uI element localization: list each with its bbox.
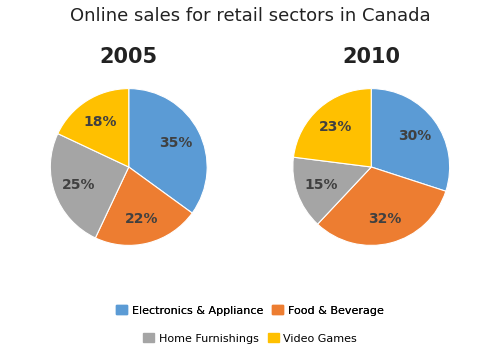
- Wedge shape: [50, 134, 128, 238]
- Wedge shape: [58, 89, 129, 167]
- Text: Online sales for retail sectors in Canada: Online sales for retail sectors in Canad…: [70, 7, 430, 25]
- Text: 30%: 30%: [398, 129, 431, 143]
- Wedge shape: [294, 89, 372, 167]
- Wedge shape: [96, 167, 192, 245]
- Text: 25%: 25%: [62, 178, 96, 192]
- Wedge shape: [371, 89, 450, 191]
- Wedge shape: [128, 89, 207, 213]
- Wedge shape: [318, 167, 446, 245]
- Text: 18%: 18%: [84, 115, 117, 129]
- Text: 15%: 15%: [304, 178, 338, 192]
- Title: 2005: 2005: [100, 48, 158, 68]
- Text: 23%: 23%: [320, 120, 352, 134]
- Title: 2010: 2010: [342, 48, 400, 68]
- Legend: Electronics & Appliance, Food & Beverage: Electronics & Appliance, Food & Beverage: [112, 301, 388, 320]
- Text: 32%: 32%: [368, 212, 401, 226]
- Legend: Home Furnishings, Video Games: Home Furnishings, Video Games: [138, 329, 362, 348]
- Text: 22%: 22%: [126, 212, 159, 226]
- Wedge shape: [293, 157, 371, 224]
- Text: 35%: 35%: [160, 136, 193, 150]
